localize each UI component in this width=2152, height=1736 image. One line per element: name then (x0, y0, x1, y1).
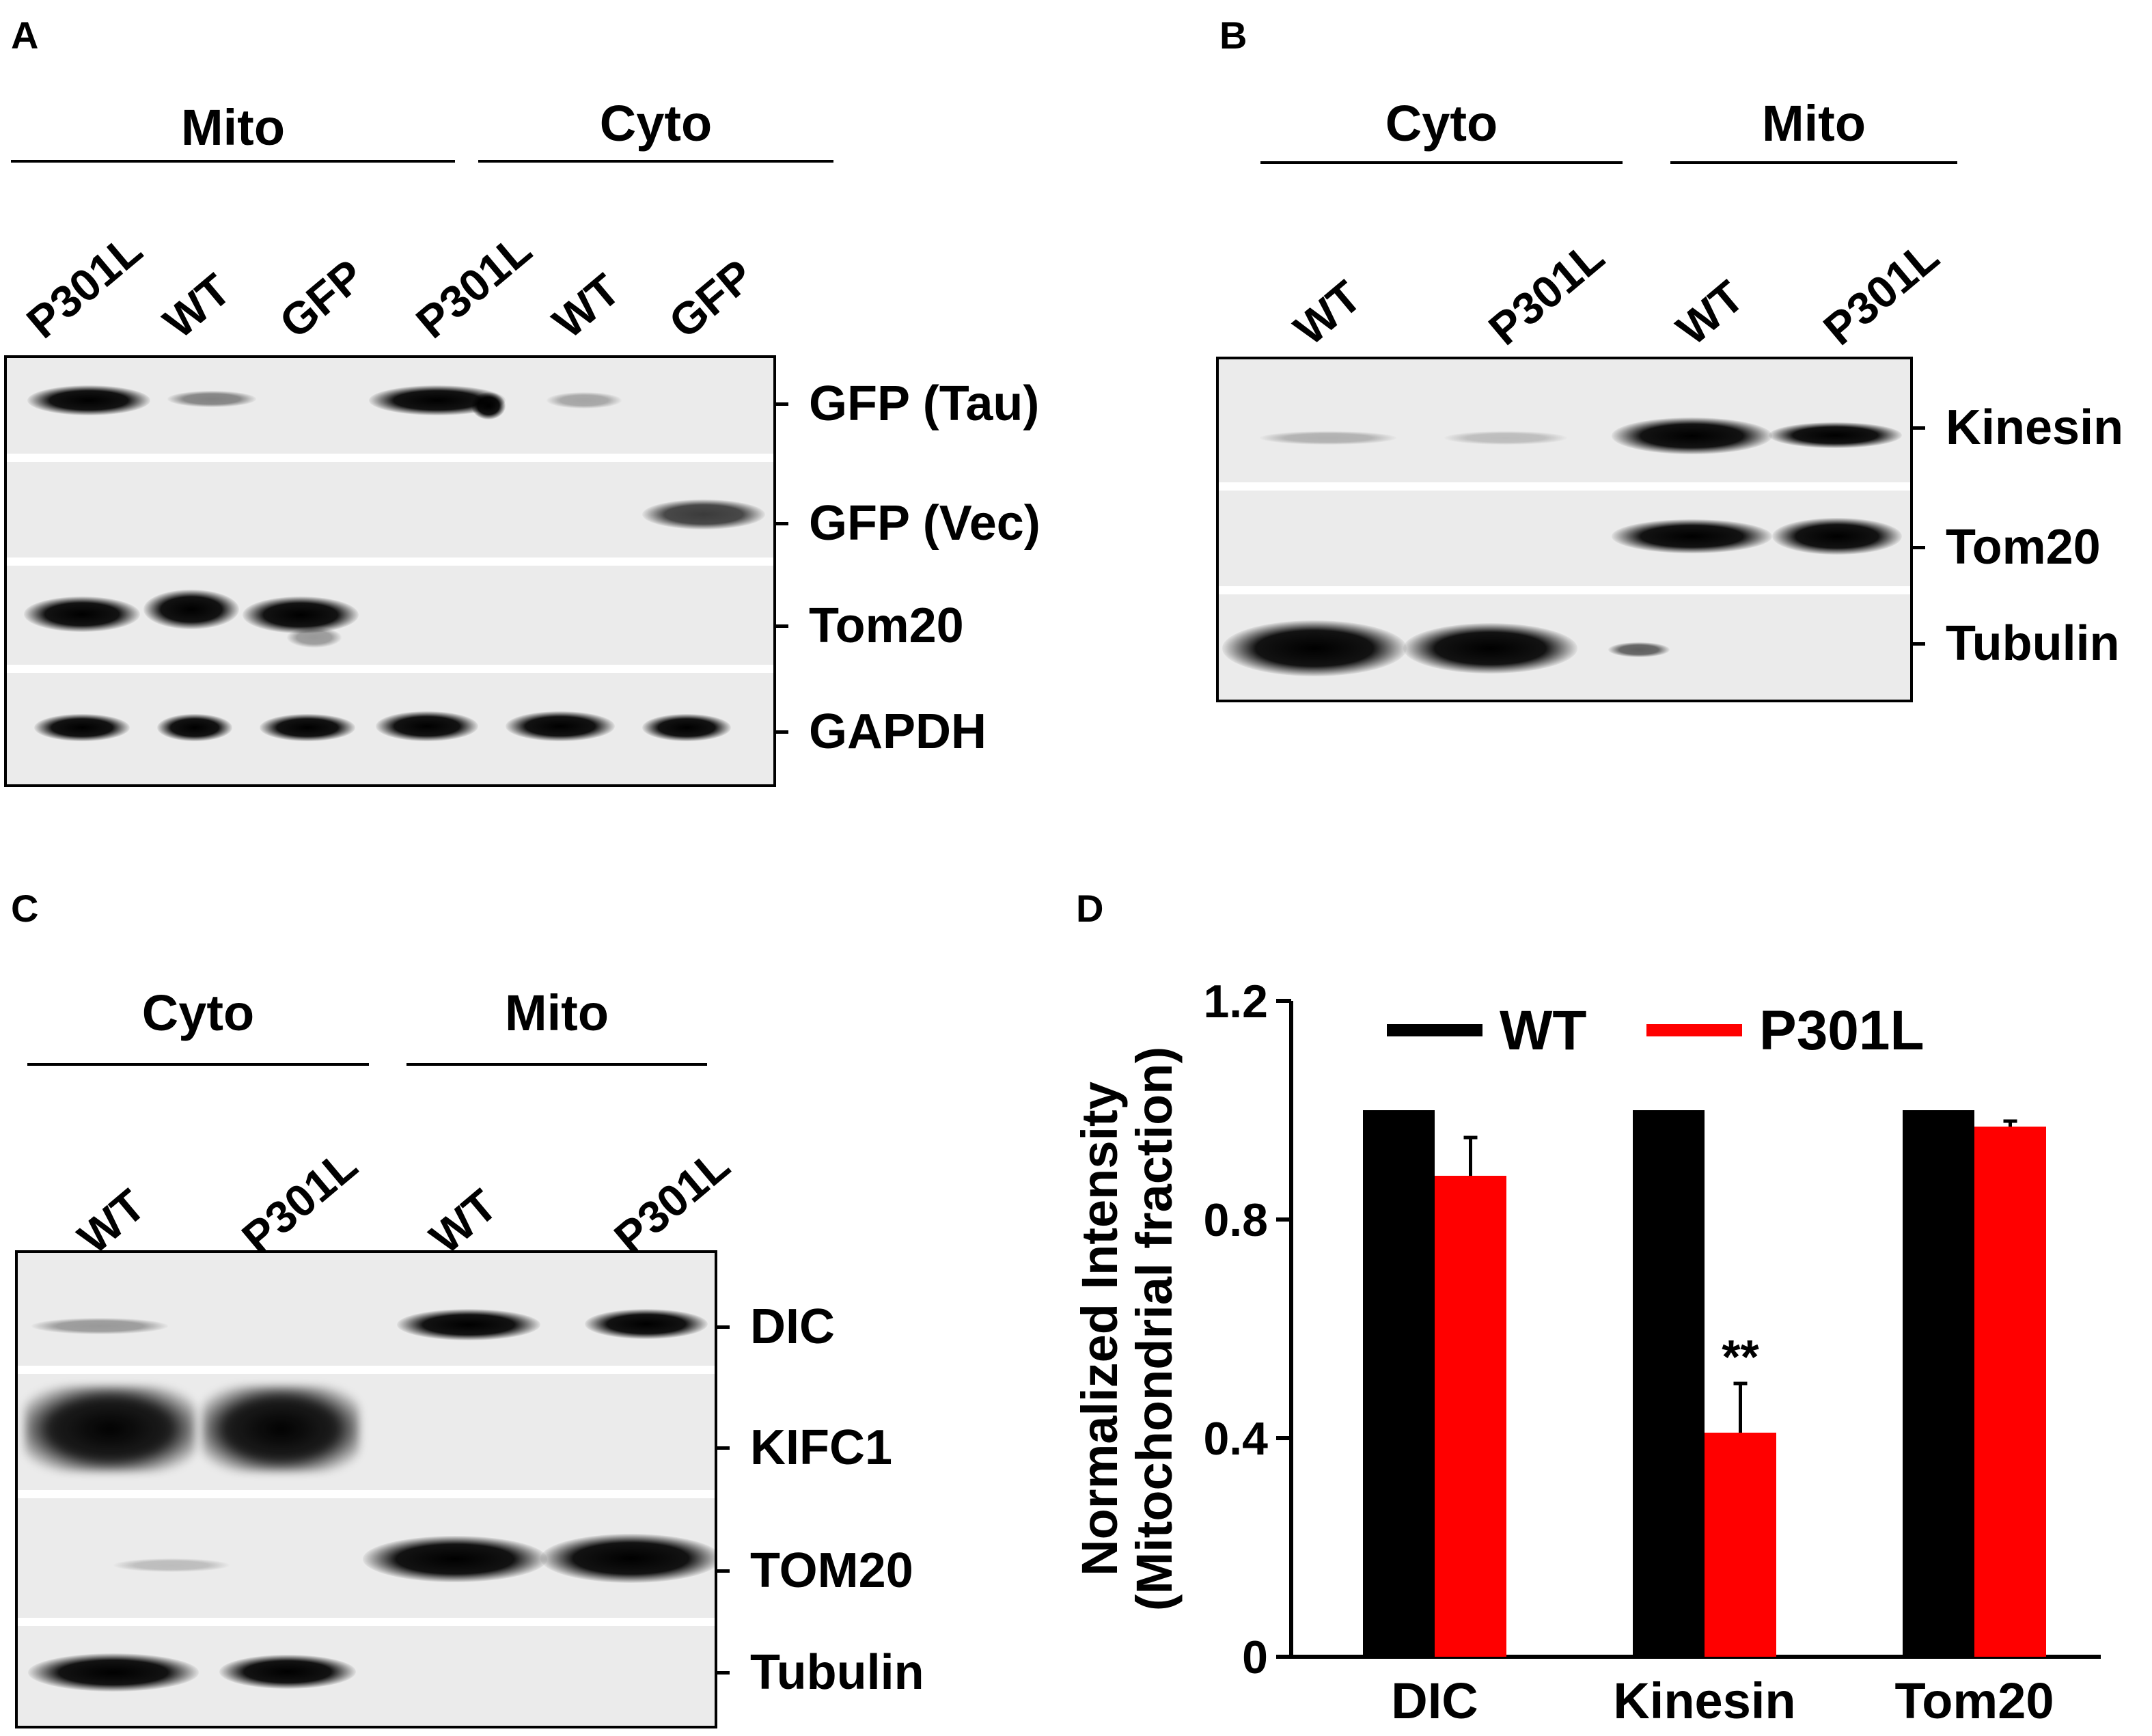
x-tick-label-kinesin: Kinesin (1613, 1672, 1795, 1729)
panel-c-strip-kifc1 (18, 1374, 715, 1490)
panel-b-blot (1216, 357, 1913, 702)
panel-a-marker-gfp-tau: GFP (Tau) (776, 379, 1039, 428)
y-axis-label-line-1: Normalized Intensity (1071, 1081, 1128, 1576)
panel-c-group-line-cyto (27, 1063, 369, 1066)
panel-a-lane-3: GFP (270, 249, 374, 348)
y-tick-label: 0.4 (1203, 1413, 1268, 1465)
bar-tom20-wt (1903, 1110, 1974, 1657)
panel-a-letter: A (11, 14, 39, 57)
x-tick-label-tom20: Tom20 (1894, 1672, 2054, 1729)
panel-b-group-mito: Mito (1761, 95, 1866, 152)
panel-a-group-line-mito (11, 160, 455, 163)
panel-b-lane-2: P301L (1479, 230, 1614, 355)
bar-chart: 0 0.4 0.8 1.2 Normalized Intensity(Mitochond… (1071, 976, 2101, 1729)
panel-b-lane-3: WT (1667, 271, 1754, 355)
panel-a-blot (4, 355, 776, 787)
panel-b-lane-1: WT (1284, 271, 1371, 355)
panel-a-strip-gfp-vec (7, 462, 773, 557)
panel-c-strip-tubulin (18, 1626, 715, 1726)
panel-a-lane-6: GFP (659, 249, 763, 348)
y-tick-label: 1.2 (1203, 976, 1268, 1028)
bar-dic-p301l (1435, 1176, 1506, 1657)
panel-b-marker-kinesin: Kinesin (1913, 403, 2123, 452)
panel-a-strip-gapdh (7, 673, 773, 784)
y-tick-label: 0.8 (1203, 1194, 1268, 1246)
panel-a-group-cyto: Cyto (599, 95, 713, 152)
bar-dic-wt (1363, 1110, 1435, 1657)
panel-a-marker-tom20: Tom20 (776, 601, 964, 650)
panel-c-marker-kifc1: KIFC1 (717, 1423, 892, 1472)
panel-b-group-line-cyto (1260, 161, 1623, 164)
panel-a-group-mito: Mito (180, 99, 286, 156)
significance-annotation: ** (1722, 1330, 1759, 1383)
y-axis-label-line-2: (Mitochondrial fraction) (1126, 1047, 1183, 1611)
panel-a-lane-1: P301L (17, 223, 152, 348)
panel-c-strip-tom20 (18, 1498, 715, 1618)
panel-c-lane-2: P301L (232, 1139, 367, 1264)
panel-b-letter: B (1219, 14, 1247, 57)
panel-c-marker-dic: DIC (717, 1302, 835, 1351)
panel-b-group-cyto: Cyto (1385, 95, 1498, 152)
panel-c-strip-dic (18, 1253, 715, 1366)
panel-c-group-line-mito (406, 1063, 707, 1066)
panel-b-marker-tubulin: Tubulin (1913, 619, 2120, 668)
panel-b-strip-tubulin (1219, 594, 1910, 700)
panel-b-group-line-mito (1670, 161, 1957, 164)
panel-a-strip-gfp-tau (7, 358, 773, 454)
panel-a-marker-gfp-vec: GFP (Vec) (776, 499, 1040, 548)
legend-swatch-wt (1387, 1024, 1482, 1036)
panel-c-group-cyto: Cyto (141, 984, 255, 1041)
panel-d-letter: D (1076, 887, 1104, 930)
panel-c-lane-3: WT (420, 1179, 507, 1264)
y-tick-label: 0 (1242, 1631, 1268, 1683)
panel-a-lane-4: P301L (406, 223, 541, 348)
bar-kinesin-wt (1633, 1110, 1705, 1657)
panel-c-blot (15, 1250, 717, 1728)
panel-b-strip-kinesin (1219, 359, 1910, 482)
bar-kinesin-p301l (1705, 1433, 1776, 1657)
panel-c-group-mito: Mito (504, 984, 609, 1041)
panel-c-letter: C (11, 887, 39, 930)
legend-swatch-p301l (1646, 1024, 1742, 1036)
legend-label-wt: WT (1500, 1000, 1586, 1062)
panel-b-strip-tom20 (1219, 491, 1910, 586)
bar-tom20-p301l (1974, 1127, 2046, 1657)
panel-c-lane-4: P301L (605, 1139, 739, 1264)
panel-c-lane-1: WT (68, 1179, 155, 1264)
panel-b-lane-4: P301L (1814, 230, 1948, 355)
panel-c-marker-tom20: TOM20 (717, 1546, 913, 1595)
panel-c-marker-tubulin: Tubulin (717, 1648, 924, 1697)
panel-b-marker-tom20: Tom20 (1913, 523, 2101, 572)
panel-a-lane-5: WT (543, 264, 630, 348)
panel-a-lane-2: WT (154, 264, 240, 348)
panel-a-marker-gapdh: GAPDH (776, 707, 987, 756)
panel-a-strip-tom20 (7, 566, 773, 665)
x-tick-label-dic: DIC (1391, 1672, 1478, 1729)
legend-label-p301l: P301L (1759, 1000, 1925, 1062)
panel-a-group-line-cyto (478, 160, 833, 163)
